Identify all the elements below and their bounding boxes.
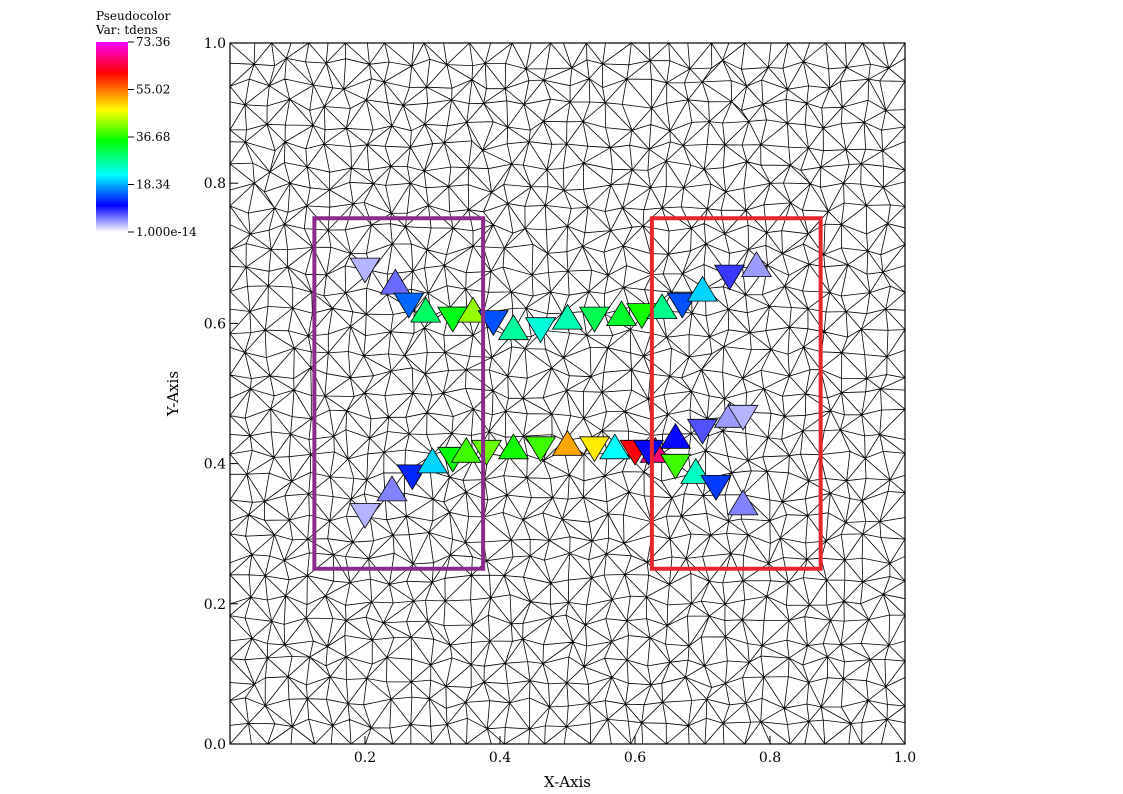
colored-cells	[349, 251, 773, 529]
color-legend: Pseudocolor Var: tdens 73.36 55.02 36.68 18…	[95, 9, 197, 239]
legend-tick-label: 73.36	[136, 35, 170, 49]
colored-cell	[551, 303, 584, 330]
colored-cell	[349, 502, 381, 529]
legend-tick-label: 18.34	[136, 178, 171, 192]
y-tick-label: 0.4	[204, 457, 226, 473]
region-box	[649, 216, 823, 571]
legend-tick-label: 55.02	[136, 83, 170, 97]
colored-cell	[410, 296, 442, 323]
y-tick-label: 0.0	[204, 737, 226, 753]
colored-cell	[379, 268, 411, 295]
legend-tick-label: 1.000e-14	[136, 225, 197, 239]
colored-cell	[727, 489, 759, 516]
colored-cell	[727, 404, 759, 431]
colored-cell	[713, 264, 746, 291]
colored-cell	[524, 317, 557, 344]
colored-cell	[646, 293, 678, 320]
region-box	[312, 216, 486, 571]
colored-cell	[416, 447, 449, 474]
y-axis-label: Y-Axis	[164, 371, 182, 417]
mesh-edges	[229, 42, 906, 745]
x-axis-label: X-Axis	[544, 773, 591, 791]
y-tick-label: 1.0	[204, 36, 226, 52]
axes: 0.2 0.4 0.6 0.8 1.0 0.0 0.2 0.4 0.6 0.8 1.0 X-Axis Y…	[164, 36, 916, 791]
plot-frame	[229, 42, 906, 745]
legend-title: Pseudocolor	[96, 9, 171, 23]
colored-cell	[686, 418, 719, 445]
colored-cell	[470, 439, 503, 466]
colored-cell	[659, 453, 692, 480]
legend-colorbar	[96, 42, 128, 232]
y-tick-label: 0.8	[204, 176, 226, 192]
colored-cell	[376, 475, 408, 502]
triangle-mesh	[229, 42, 906, 745]
colored-cell	[605, 300, 638, 327]
x-tick-label: 0.6	[624, 750, 646, 766]
colored-cell	[497, 314, 530, 341]
colored-cell	[599, 433, 631, 460]
colored-cell	[659, 422, 692, 449]
colored-cell	[393, 292, 425, 319]
colored-cell	[524, 436, 557, 463]
colored-cell	[578, 306, 611, 333]
region-boxes	[312, 216, 823, 571]
x-tick-label: 0.4	[489, 750, 511, 766]
colored-cell	[700, 474, 732, 501]
legend-variable: Var: tdens	[95, 23, 158, 37]
colored-cell	[686, 275, 719, 302]
legend-tick-label: 36.68	[136, 130, 170, 144]
y-tick-label: 0.2	[204, 597, 226, 613]
colored-cell	[457, 296, 489, 323]
x-tick-label: 0.2	[354, 750, 376, 766]
colored-cell	[740, 251, 773, 278]
y-tick-label: 0.6	[204, 316, 226, 332]
colored-cell	[551, 429, 584, 456]
colored-cell	[497, 433, 530, 460]
colored-cell	[349, 257, 381, 284]
x-tick-label: 1.0	[894, 750, 916, 766]
colored-cell	[632, 439, 665, 466]
colored-cell	[578, 436, 611, 463]
colored-cell	[450, 436, 482, 463]
colored-cell	[477, 310, 509, 337]
x-tick-label: 0.8	[759, 750, 781, 766]
